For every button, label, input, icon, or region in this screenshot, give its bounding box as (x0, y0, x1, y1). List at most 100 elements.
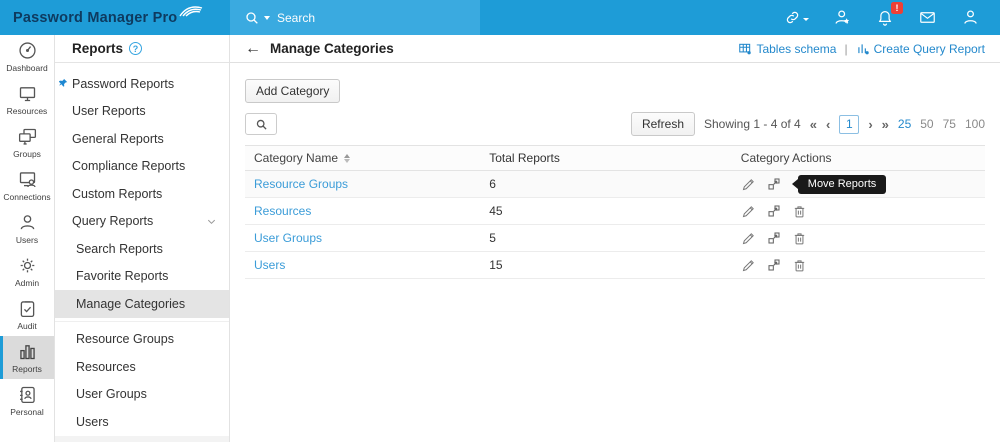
delete-trash-icon[interactable] (792, 258, 807, 273)
link-icon[interactable] (784, 9, 809, 26)
nav-item-groups[interactable]: Groups (0, 121, 54, 164)
sidebar-item-label: Custom Reports (72, 186, 163, 201)
bell-icon[interactable]: ! (876, 1, 903, 27)
global-search-bar[interactable]: Search (230, 0, 480, 35)
app-logo: Password Manager Pro (0, 0, 230, 35)
sidebar-item-users[interactable]: Users (55, 408, 229, 436)
back-arrow-icon[interactable]: ← (245, 39, 261, 57)
total-reports-value: 45 (489, 204, 503, 218)
page-size-100[interactable]: 100 (964, 117, 985, 131)
sidebar-item-label: General Reports (72, 131, 164, 146)
nav-item-connections[interactable]: Connections (0, 164, 54, 207)
sidebar-item-label: Search Reports (76, 241, 163, 256)
sidebar-item-user-reports[interactable]: User Reports (55, 98, 229, 126)
showing-text: Showing 1 - 4 of 4 (704, 117, 801, 131)
page-size-25[interactable]: 25 (897, 117, 912, 131)
refresh-button[interactable]: Refresh (630, 112, 695, 136)
nav-item-resources[interactable]: Resources (0, 78, 54, 121)
add-category-button[interactable]: Add Category (245, 79, 341, 103)
page-size-75[interactable]: 75 (942, 117, 956, 131)
page-title-bar: ← Manage Categories Tables schema | Crea… (230, 35, 1000, 63)
sidebar-item-password-reports[interactable]: Password Reports (55, 70, 229, 98)
reports-sidebar: Reports ? Password Reports User Reports … (55, 35, 230, 442)
move-reports-icon[interactable] (766, 203, 782, 219)
sort-icon[interactable] (344, 153, 351, 163)
nav-label: Admin (14, 278, 40, 288)
nav-item-reports[interactable]: Reports (0, 336, 54, 379)
category-link[interactable]: Users (254, 258, 286, 272)
search-placeholder[interactable]: Search (277, 10, 316, 25)
logo-swoosh-icon (179, 6, 203, 17)
monitor-user-icon (19, 172, 36, 188)
column-header-total-reports: Total Reports (489, 151, 560, 165)
sidebar-item-manage-categories[interactable]: Manage Categories (55, 290, 229, 318)
edit-pencil-icon[interactable] (741, 258, 756, 273)
table-search-button[interactable] (245, 113, 277, 135)
table-toolbar: Refresh Showing 1 - 4 of 4 « ‹ 1 › » 25 … (245, 112, 985, 136)
sidebar-item-compliance-reports[interactable]: Compliance Reports (55, 153, 229, 181)
edit-pencil-icon[interactable] (741, 231, 756, 246)
sidebar-divider (55, 320, 229, 322)
user-star-icon[interactable] (833, 8, 852, 27)
title-links: Tables schema | Create Query Report (738, 42, 985, 56)
last-page-icon[interactable]: » (881, 116, 889, 132)
query-report-icon (857, 43, 869, 54)
nav-item-dashboard[interactable]: Dashboard (0, 35, 54, 78)
move-reports-icon[interactable] (766, 257, 782, 273)
sidebar-item-resources[interactable]: Resources (55, 353, 229, 381)
nav-item-admin[interactable]: Admin (0, 250, 54, 293)
delete-trash-icon[interactable] (792, 231, 807, 246)
nav-label: Personal (10, 407, 44, 417)
move-reports-icon[interactable] (766, 176, 782, 192)
category-link[interactable]: Resources (254, 204, 312, 218)
delete-trash-icon[interactable] (792, 204, 807, 219)
app-logo-text: Password Manager Pro (13, 9, 178, 26)
edit-pencil-icon[interactable] (741, 177, 756, 192)
tables-schema-label: Tables schema (756, 41, 837, 56)
sidebar-item-custom-reports[interactable]: Custom Reports (55, 180, 229, 208)
first-page-icon[interactable]: « (809, 116, 817, 132)
sidebar-item-label: Manage Categories (76, 296, 186, 311)
page-size-50[interactable]: 50 (920, 117, 934, 131)
sidebar-item-general-reports[interactable]: General Reports (55, 125, 229, 153)
mail-icon[interactable] (918, 8, 937, 27)
primary-nav-sidebar: Dashboard Resources Groups Connections (0, 35, 55, 442)
create-query-report-link[interactable]: Create Query Report (856, 42, 985, 56)
sidebar-item-search-reports[interactable]: Search Reports (55, 235, 229, 263)
link-caret-icon (803, 18, 809, 21)
edit-pencil-icon[interactable] (741, 204, 756, 219)
nav-item-audit[interactable]: Audit (0, 293, 54, 336)
next-page-icon[interactable]: › (868, 116, 873, 132)
nav-item-users[interactable]: Users (0, 207, 54, 250)
sidebar-item-query-reports[interactable]: Query Reports (55, 208, 229, 236)
nav-label: Reports (12, 364, 42, 374)
table-row: Users 15 (245, 252, 985, 279)
column-header-category-name[interactable]: Category Name (245, 151, 489, 165)
sidebar-item-label: User Reports (72, 104, 146, 119)
current-page-input[interactable]: 1 (839, 114, 860, 134)
category-link[interactable]: Resource Groups (254, 177, 349, 191)
help-icon[interactable]: ? (129, 42, 143, 55)
move-reports-tooltip: Move Reports (791, 174, 887, 194)
sidebar-item-label: Password Reports (72, 76, 175, 91)
tables-schema-link[interactable]: Tables schema (738, 42, 836, 56)
nav-label: Users (15, 235, 39, 245)
user-icon[interactable] (961, 8, 980, 27)
search-scope-caret-icon[interactable] (264, 15, 270, 20)
tooltip-arrow (791, 179, 798, 189)
gear-icon (20, 258, 34, 273)
sidebar-item-user-groups[interactable]: User Groups (55, 381, 229, 409)
move-reports-icon[interactable] (766, 230, 782, 246)
sidebar-item-resource-groups[interactable]: Resource Groups (55, 326, 229, 354)
prev-page-icon[interactable]: ‹ (825, 116, 831, 132)
nav-label: Audit (17, 321, 37, 331)
pagination-bar: Refresh Showing 1 - 4 of 4 « ‹ 1 › » 25 … (630, 112, 985, 136)
table-schema-icon (739, 43, 752, 54)
sidebar-item-favorite-reports[interactable]: Favorite Reports (55, 263, 229, 291)
nav-label: Dashboard (6, 63, 48, 73)
category-link[interactable]: User Groups (254, 231, 323, 245)
nav-label: Resources (6, 106, 48, 116)
notification-badge: ! (891, 1, 903, 14)
nav-item-personal[interactable]: Personal (0, 379, 54, 422)
